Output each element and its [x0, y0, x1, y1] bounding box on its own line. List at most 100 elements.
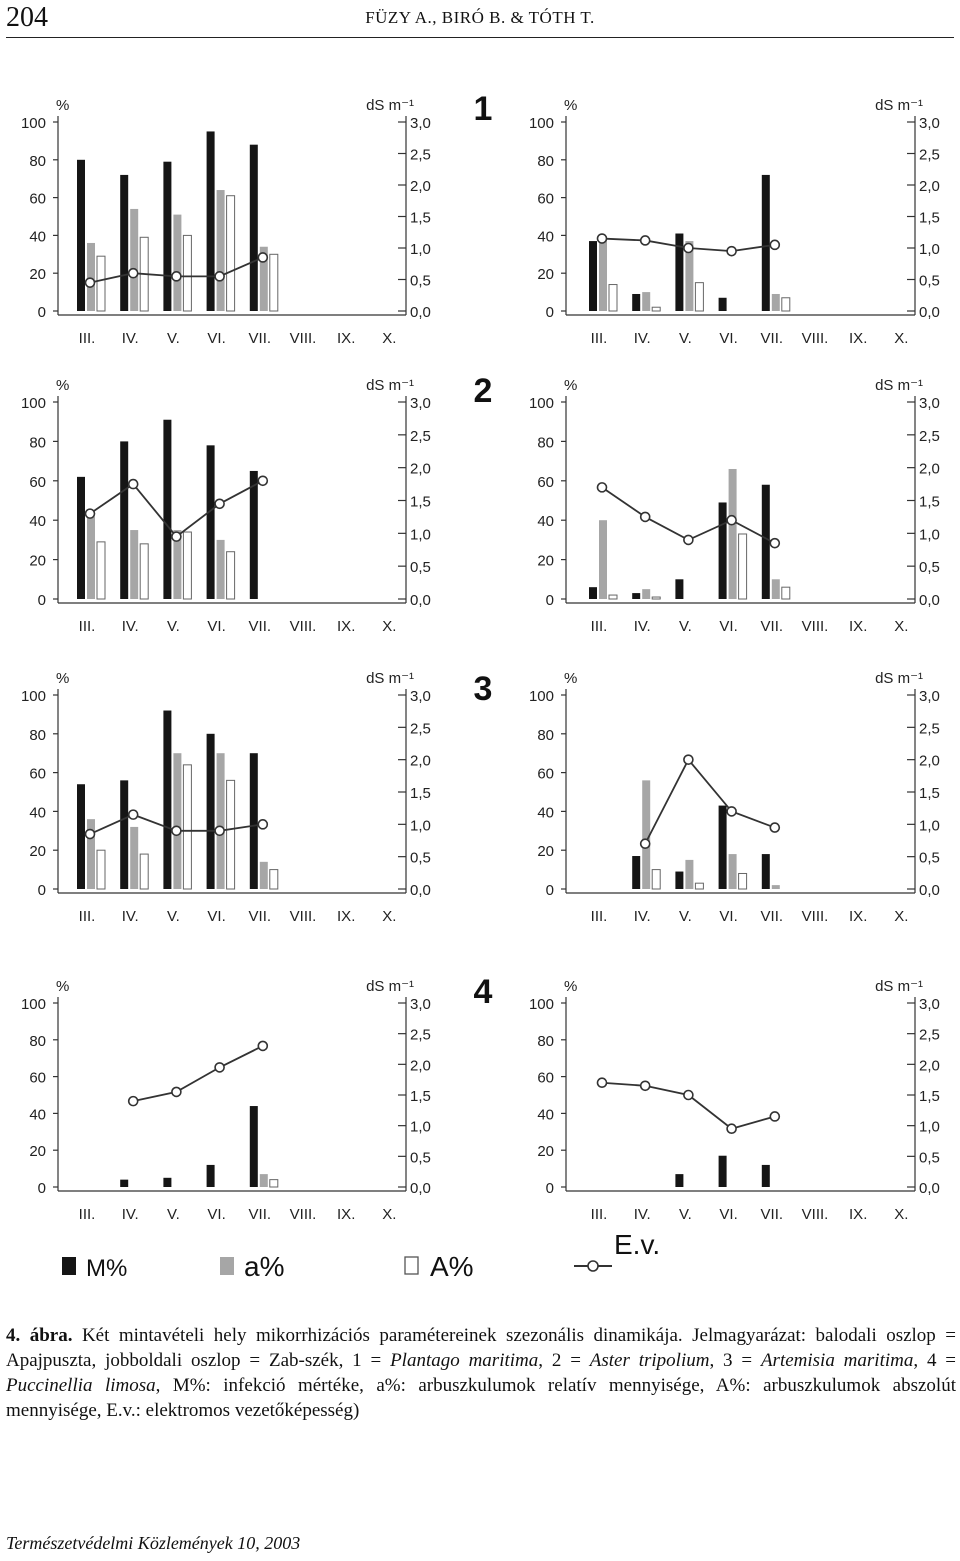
x-tick-label: VI. — [719, 1206, 737, 1223]
x-tick-label: V. — [167, 1206, 180, 1223]
left-axis-unit: % — [564, 97, 577, 114]
bar-m — [120, 441, 129, 599]
left-tick-label: 20 — [29, 266, 46, 283]
legend-marker-ev — [587, 1260, 599, 1272]
right-tick-label: 2,0 — [919, 461, 940, 478]
bar-abs — [96, 541, 106, 600]
caption-species-name: Aster tripolium — [589, 1350, 710, 1371]
x-tick-label: VIII. — [290, 1206, 317, 1223]
x-tick-label: X. — [382, 618, 396, 635]
right-tick-label: 1,0 — [410, 241, 431, 258]
bar-a — [728, 854, 737, 889]
right-tick-label: 2,5 — [919, 428, 940, 445]
bar-m — [718, 805, 727, 889]
x-tick-label: III. — [79, 1206, 96, 1223]
right-tick-label: 3,0 — [410, 996, 431, 1013]
left-axis-unit: % — [56, 670, 69, 687]
bar-a — [173, 530, 182, 599]
chart-panel-1-right: 0 20 40 60 80 100% 0,0 0,5 1,0 1,5 2,0 2,5 3,0dS m⁻¹… — [529, 97, 940, 347]
left-tick-label: 0 — [546, 1180, 554, 1197]
bar-abs — [269, 1179, 279, 1188]
bar-a — [173, 214, 182, 311]
ev-point — [171, 825, 182, 837]
right-tick-label: 0,5 — [919, 850, 940, 867]
x-tick-label: III. — [591, 1206, 608, 1223]
figure-caption: 4. ábra. Két mintavételi hely mikorrhizá… — [6, 1323, 956, 1423]
ev-point — [84, 277, 96, 288]
x-tick-label: VI. — [719, 330, 737, 347]
x-tick-label: VII. — [249, 618, 272, 635]
bar-a — [771, 579, 780, 599]
left-tick-label: 40 — [29, 228, 46, 245]
x-tick-label: V. — [167, 618, 180, 635]
right-tick-label: 2,0 — [919, 753, 940, 770]
left-tick-label: 0 — [38, 1180, 46, 1197]
right-tick-label: 2,5 — [410, 1027, 431, 1044]
bar-m — [77, 784, 85, 889]
right-tick-label: 2,0 — [410, 178, 431, 195]
ev-point — [171, 531, 182, 542]
chart-grid: 0 20 40 60 80 100% 0,0 0,5 1,0 1,5 2,0 2,5 3,0 dS m⁻¹… — [21, 90, 940, 1223]
left-tick-label: 40 — [537, 1106, 554, 1123]
bar-m — [206, 131, 215, 311]
left-tick-label: 20 — [29, 843, 46, 860]
bar-abs — [694, 882, 704, 890]
bar-m — [589, 587, 597, 599]
right-tick-label: 2,0 — [919, 1057, 940, 1074]
x-tick-label: IV. — [634, 330, 651, 347]
x-tick-label: VII. — [761, 618, 784, 635]
left-tick-label: 100 — [529, 115, 554, 132]
ev-point — [769, 537, 781, 549]
bar-abs — [781, 297, 791, 312]
bar-a — [599, 520, 607, 599]
bar-a — [216, 753, 225, 889]
x-tick-label: IV. — [634, 1206, 651, 1223]
bar-a — [87, 819, 95, 889]
bar-abs — [651, 869, 661, 890]
right-tick-label: 2,0 — [919, 178, 940, 195]
legend-label-a: a% — [244, 1251, 284, 1282]
bar-abs — [738, 872, 748, 890]
x-tick-label: III. — [591, 908, 608, 925]
right-tick-label: 3,0 — [410, 115, 431, 132]
ev-point — [257, 819, 269, 830]
bar-m — [77, 159, 85, 311]
x-tick-label: X. — [894, 618, 908, 635]
bar-m — [163, 1177, 172, 1187]
x-tick-label: VII. — [249, 330, 272, 347]
x-tick-label: V. — [679, 618, 692, 635]
right-tick-label: 3,0 — [919, 996, 940, 1013]
page-number: 204 — [6, 2, 48, 33]
bar-m — [761, 1164, 770, 1187]
left-tick-label: 60 — [537, 474, 554, 491]
bar-abs — [182, 531, 192, 600]
ev-line — [133, 1045, 264, 1103]
left-tick-label: 60 — [537, 766, 554, 783]
left-tick-label: 20 — [537, 266, 554, 283]
ev-point — [769, 1111, 781, 1122]
bar-abs — [738, 533, 748, 600]
ev-point — [726, 514, 737, 526]
x-tick-label: VI. — [719, 908, 737, 925]
bar-m — [249, 753, 258, 889]
left-tick-label: 80 — [29, 434, 46, 451]
bar-m — [761, 484, 770, 599]
left-tick-label: 0 — [546, 304, 554, 321]
bar-m — [761, 854, 770, 889]
chart-panel-1-left: 0 20 40 60 80 100% 0,0 0,5 1,0 1,5 2,0 2,5 3,0dS m⁻¹… — [21, 97, 431, 347]
bar-a — [130, 208, 139, 311]
right-tick-label: 2,5 — [410, 428, 431, 445]
right-tick-label: 0,0 — [410, 592, 431, 609]
right-tick-label: 1,5 — [410, 785, 431, 802]
right-axis-unit: dS m⁻¹ — [366, 377, 414, 394]
bar-a — [216, 190, 225, 311]
ev-point — [214, 271, 225, 282]
x-tick-label: X. — [382, 908, 396, 925]
bar-m — [632, 293, 641, 311]
ev-point — [726, 806, 737, 817]
ev-point — [683, 1089, 694, 1101]
left-tick-label: 40 — [537, 228, 554, 245]
ev-point — [214, 498, 225, 510]
right-tick-label: 1,5 — [919, 210, 940, 227]
ev-point — [257, 475, 269, 487]
